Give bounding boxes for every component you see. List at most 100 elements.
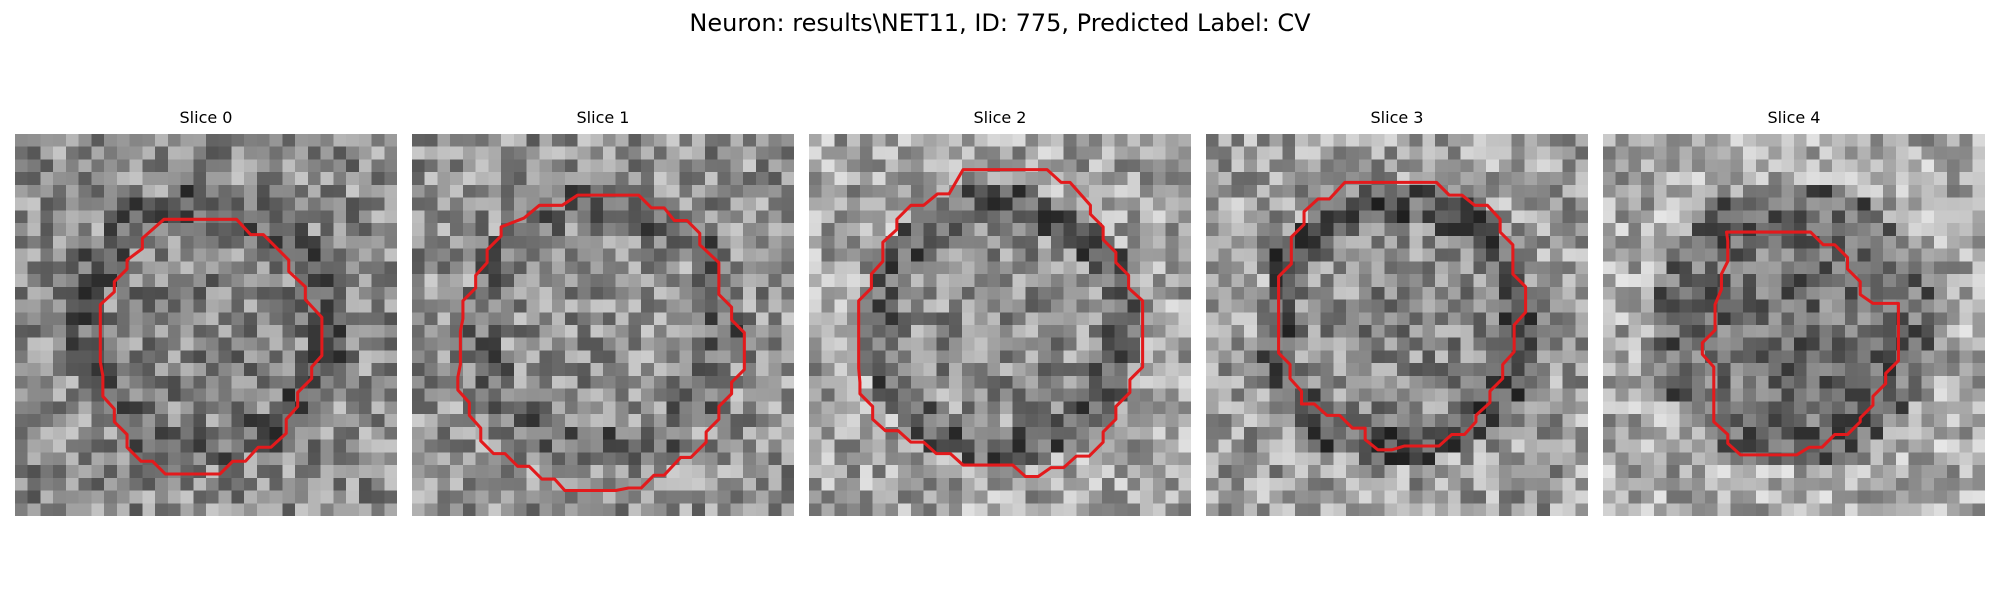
image-pixel <box>1908 134 1922 147</box>
image-pixel <box>1486 274 1500 288</box>
image-pixel <box>1358 223 1372 237</box>
image-pixel <box>1320 248 1334 262</box>
image-pixel <box>1384 248 1398 262</box>
image-pixel <box>910 388 924 402</box>
image-pixel <box>1473 350 1487 364</box>
image-pixel <box>27 452 41 466</box>
image-pixel <box>755 286 769 300</box>
image-pixel <box>1679 286 1693 300</box>
image-pixel <box>1908 465 1922 479</box>
image-pixel <box>692 223 706 237</box>
image-pixel <box>412 210 425 224</box>
image-pixel <box>1050 426 1064 440</box>
image-pixel <box>1946 159 1960 173</box>
image-pixel <box>1295 490 1309 504</box>
image-pixel <box>809 477 822 491</box>
image-pixel <box>755 172 769 186</box>
image-pixel <box>936 299 950 313</box>
image-pixel <box>91 325 105 338</box>
image-pixel <box>1371 197 1385 211</box>
image-pixel <box>424 172 438 186</box>
image-pixel <box>282 503 296 516</box>
image-pixel <box>501 146 515 160</box>
image-pixel <box>142 299 156 313</box>
image-pixel <box>53 299 67 313</box>
image-pixel <box>1460 325 1474 338</box>
image-pixel <box>384 159 397 173</box>
image-pixel <box>384 172 397 186</box>
image-pixel <box>1371 503 1385 516</box>
image-pixel <box>1000 375 1013 389</box>
image-pixel <box>1422 337 1436 351</box>
image-pixel <box>1832 210 1846 224</box>
image-pixel <box>142 223 156 237</box>
image-pixel <box>1178 363 1191 377</box>
image-pixel <box>1101 235 1115 249</box>
image-pixel <box>872 312 886 326</box>
image-pixel <box>1076 375 1090 389</box>
image-pixel <box>1704 490 1718 504</box>
image-pixel <box>1025 350 1039 364</box>
image-pixel <box>755 184 769 198</box>
image-pixel <box>104 363 118 377</box>
image-pixel <box>346 363 360 377</box>
image-pixel <box>450 197 464 211</box>
image-pixel <box>231 414 245 428</box>
image-pixel <box>936 274 950 288</box>
image-pixel <box>974 223 988 237</box>
image-pixel <box>1819 197 1833 211</box>
image-pixel <box>1575 197 1588 211</box>
image-pixel <box>167 401 181 415</box>
image-pixel <box>1038 439 1052 453</box>
image-pixel <box>1562 337 1576 351</box>
image-pixel <box>1063 235 1077 249</box>
image-pixel <box>781 159 794 173</box>
image-pixel <box>781 503 794 516</box>
image-pixel <box>730 223 744 237</box>
image-pixel <box>167 363 181 377</box>
image-pixel <box>987 299 1001 313</box>
image-pixel <box>1575 325 1588 338</box>
image-pixel <box>129 465 143 479</box>
image-pixel <box>666 503 680 516</box>
image-pixel <box>358 414 372 428</box>
image-pixel <box>1641 375 1655 389</box>
image-pixel <box>590 388 604 402</box>
image-pixel <box>1959 274 1973 288</box>
image-pixel <box>552 261 566 275</box>
image-pixel <box>1244 337 1258 351</box>
image-pixel <box>1012 426 1026 440</box>
image-pixel <box>1511 134 1525 147</box>
image-pixel <box>923 184 937 198</box>
image-pixel <box>872 490 886 504</box>
image-pixel <box>653 477 667 491</box>
image-pixel <box>1717 134 1731 147</box>
image-pixel <box>653 159 667 173</box>
image-pixel <box>641 503 655 516</box>
image-pixel <box>1781 197 1795 211</box>
image-pixel <box>1358 312 1372 326</box>
image-pixel <box>1641 490 1655 504</box>
image-pixel <box>1101 184 1115 198</box>
image-pixel <box>1730 388 1744 402</box>
image-pixel <box>231 337 245 351</box>
image-pixel <box>923 375 937 389</box>
image-pixel <box>704 325 718 338</box>
image-pixel <box>1244 299 1258 313</box>
image-pixel <box>1012 274 1026 288</box>
image-pixel <box>1653 299 1667 313</box>
image-pixel <box>1524 477 1538 491</box>
image-pixel <box>809 159 822 173</box>
image-pixel <box>488 134 502 147</box>
image-pixel <box>412 223 425 237</box>
image-pixel <box>910 235 924 249</box>
image-pixel <box>1114 134 1128 147</box>
image-pixel <box>1562 375 1576 389</box>
image-pixel <box>898 363 912 377</box>
image-pixel <box>116 286 130 300</box>
image-pixel <box>666 159 680 173</box>
image-pixel <box>40 337 54 351</box>
image-pixel <box>949 146 963 160</box>
image-pixel <box>1549 503 1563 516</box>
image-pixel <box>206 388 219 402</box>
